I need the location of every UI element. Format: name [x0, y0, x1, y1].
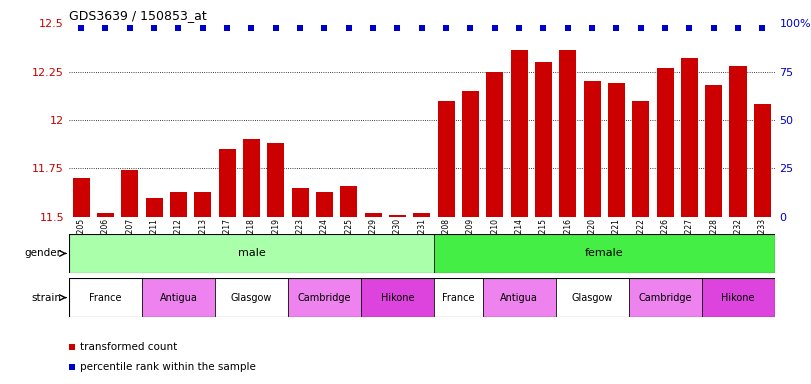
Bar	[705, 85, 722, 217]
Text: Antigua: Antigua	[160, 293, 197, 303]
Bar	[215, 278, 288, 317]
Bar	[288, 278, 361, 317]
Text: Hikone: Hikone	[380, 293, 414, 303]
Bar	[243, 139, 260, 217]
Bar	[122, 170, 138, 217]
Bar	[656, 68, 673, 217]
Bar	[267, 143, 284, 217]
Text: France: France	[89, 293, 122, 303]
Bar	[534, 62, 551, 217]
Text: gender: gender	[24, 248, 62, 258]
Text: Cambridge: Cambridge	[298, 293, 351, 303]
Bar	[560, 50, 576, 217]
Bar	[291, 188, 308, 217]
Bar	[510, 50, 527, 217]
Text: GDS3639 / 150853_at: GDS3639 / 150853_at	[69, 9, 207, 22]
Bar	[97, 213, 114, 217]
Bar	[170, 192, 187, 217]
Bar	[486, 71, 503, 217]
Text: Hikone: Hikone	[721, 293, 755, 303]
Bar	[583, 81, 600, 217]
Text: Glasgow: Glasgow	[571, 293, 613, 303]
Bar	[754, 104, 770, 217]
Bar	[69, 278, 142, 317]
Text: transformed count: transformed count	[80, 342, 178, 352]
Bar	[142, 278, 215, 317]
Bar	[702, 278, 775, 317]
Text: Glasgow: Glasgow	[230, 293, 272, 303]
Bar	[316, 192, 333, 217]
Bar	[608, 83, 624, 217]
Bar	[729, 66, 746, 217]
Bar	[438, 101, 454, 217]
Bar	[629, 278, 702, 317]
Bar	[434, 278, 483, 317]
Text: France: France	[442, 293, 474, 303]
Text: strain: strain	[32, 293, 62, 303]
Bar	[364, 213, 381, 217]
Bar	[680, 58, 697, 217]
Text: Cambridge: Cambridge	[638, 293, 692, 303]
Text: Antigua: Antigua	[500, 293, 538, 303]
Bar	[556, 278, 629, 317]
Bar	[146, 198, 162, 217]
Bar	[218, 149, 235, 217]
Bar	[462, 91, 478, 217]
Text: female: female	[585, 248, 624, 258]
Bar	[69, 234, 434, 273]
Text: percentile rank within the sample: percentile rank within the sample	[80, 362, 256, 372]
Bar	[633, 101, 649, 217]
Bar	[434, 234, 775, 273]
Bar	[483, 278, 556, 317]
Text: male: male	[238, 248, 265, 258]
Bar	[73, 178, 89, 217]
Bar	[389, 215, 406, 217]
Bar	[340, 186, 357, 217]
Bar	[361, 278, 434, 317]
Bar	[195, 192, 211, 217]
Bar	[413, 213, 430, 217]
